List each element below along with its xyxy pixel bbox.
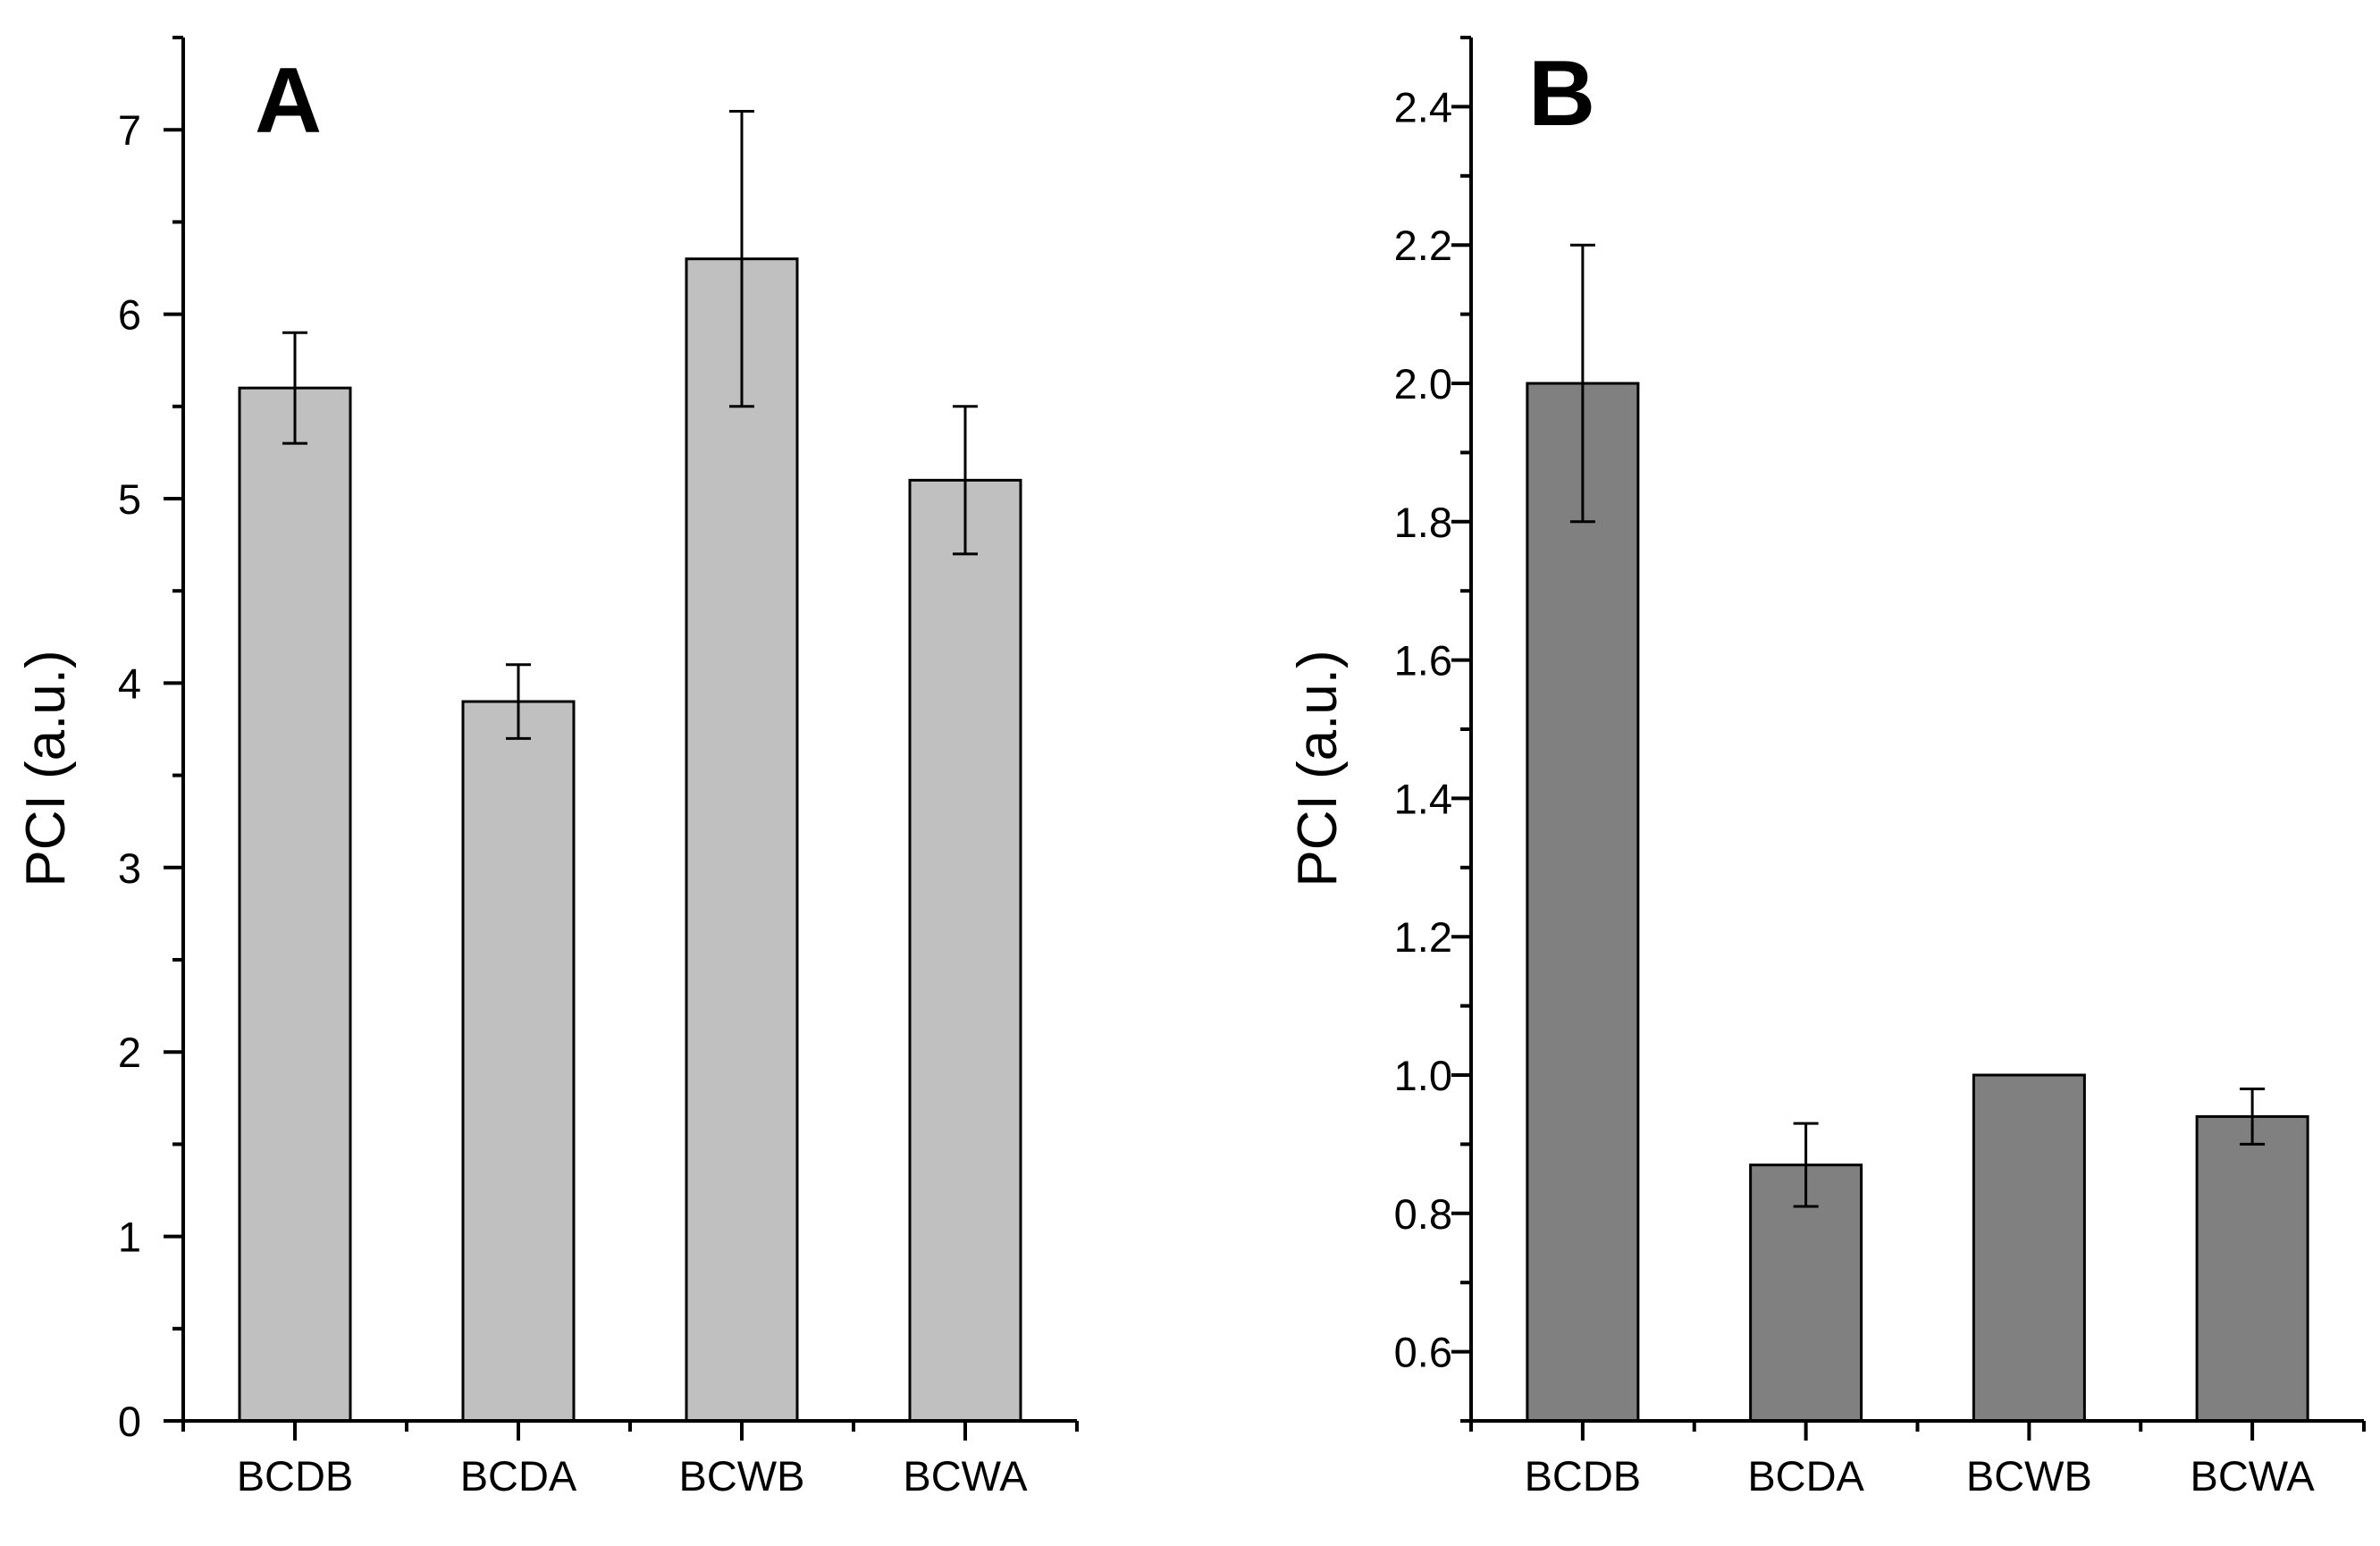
panel-b-y-tick-label: 0.8 [1394,1190,1452,1238]
panel-b-chart: B PCI (a.u.) 0.6 0.8 1.0 1.2 1.4 1.6 1.8 2.0 2.2… [1287,36,2366,1500]
panel-a-y-tick-label: 4 [118,660,141,707]
panel-b-y-tick-label: 1.6 [1394,637,1452,685]
panel-a-y-tick-label: 1 [118,1214,141,1261]
panel-a-y-tick-label: 2 [118,1029,141,1076]
panel-b-bar-bcwa [2195,1114,2309,1423]
panel-b-y-tick-label: 2.0 [1394,360,1452,408]
panel-b-x-tick-label-bcwa: BCWA [2190,1452,2315,1500]
panel-b-y-tick-label: 1.8 [1394,499,1452,546]
panel-a-error-bar-bcwb [729,110,754,408]
panel-a-bar-bcdb [238,386,352,1423]
panel-b-bar-bcdb [1526,382,1640,1423]
panel-a-label: A [255,49,322,153]
panel-b-y-tick-label: 2.2 [1394,222,1452,269]
panel-a-x-tick-label-bcwa: BCWA [903,1452,1028,1500]
panel-b-error-bar-bcdb [1569,243,1595,524]
panel-a-chart: A PCI (a.u.) 0 1 2 3 4 5 6 7 BCDB BCDA BCWB BCWA [15,36,1079,1500]
panel-b-y-axis-title: PCI (a.u.) [1287,650,1349,886]
panel-a-bar-bcwa [908,478,1022,1423]
panel-a-error-bar-bcdb [282,331,307,445]
panel-b-label: B [1528,42,1595,146]
panel-a-y-tick-label: 3 [118,844,141,892]
panel-a-x-tick-label-bcdb: BCDB [237,1452,354,1500]
panel-b-y-tick-label: 1.2 [1394,913,1452,961]
panel-b-y-tick-label: 1.0 [1394,1052,1452,1099]
panel-b-y-tick-label: 0.6 [1394,1329,1452,1376]
panel-a-bar-bcda [461,700,576,1423]
panel-b-error-bar-bcda [1793,1122,1819,1208]
panel-a-x-tick-label-bcwb: BCWB [679,1452,805,1500]
panel-a-bar-bcwb [685,257,799,1423]
panel-a-y-tick-label: 0 [118,1398,141,1445]
panel-b-error-bar-bcwa [2240,1087,2266,1146]
panel-a-error-bar-bcda [506,663,531,740]
panel-a-x-tick-label-bcda: BCDA [460,1452,577,1500]
panel-a-y-axis-title: PCI (a.u.) [15,650,77,886]
panel-b-x-tick-label-bcdb: BCDB [1525,1452,1642,1500]
panel-a-y-tick-label: 5 [118,475,141,523]
panel-b-bar-bcwb [1972,1073,2086,1423]
panel-b-y-tick-label: 2.4 [1394,83,1452,130]
panel-b-y-tick-label: 1.4 [1394,775,1452,822]
panel-a-y-tick-label: 7 [118,106,141,154]
panel-a-y-tick-label: 6 [118,291,141,339]
panel-b-x-tick-label-bcda: BCDA [1747,1452,1864,1500]
panel-b-x-tick-label-bcwb: BCWB [1966,1452,2092,1500]
panel-a-error-bar-bcwa [953,405,978,556]
